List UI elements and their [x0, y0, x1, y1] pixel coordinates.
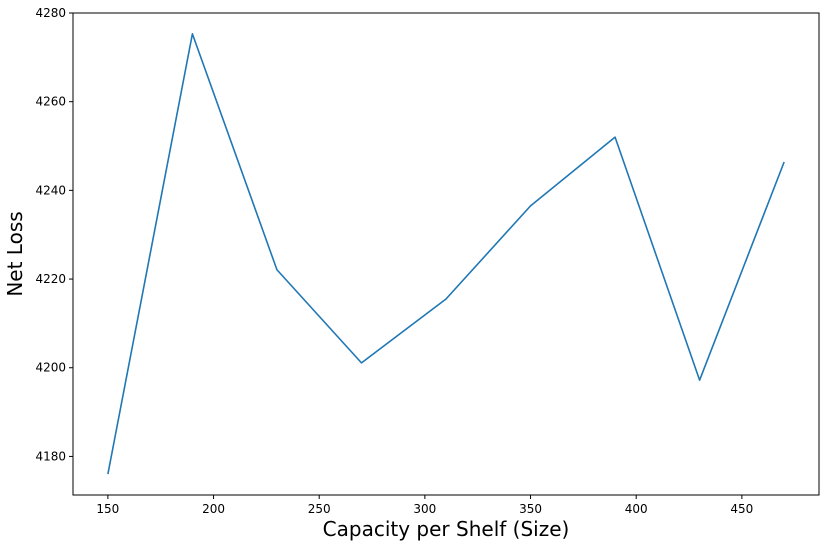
y-tick-label: 4220: [35, 272, 66, 286]
plot-area: [72, 12, 820, 496]
x-axis-label: Capacity per Shelf (Size): [323, 517, 570, 541]
x-tick-label: 200: [202, 502, 225, 516]
x-tick-label: 150: [96, 502, 119, 516]
series-layer: [107, 33, 785, 475]
x-tick-label: 250: [308, 502, 331, 516]
y-tick-label: 4180: [35, 449, 66, 463]
x-tick-label: 300: [413, 502, 436, 516]
x-tick-label: 350: [519, 502, 542, 516]
y-axis-label: Net Loss: [3, 211, 27, 296]
x-tick-label: 450: [730, 502, 753, 516]
x-tick-label: 400: [625, 502, 648, 516]
x-axis-ticks: 150 200 250 300 350 400 450: [96, 495, 753, 516]
y-tick-label: 4240: [35, 183, 66, 197]
series-line-0: [107, 33, 785, 475]
y-tick-label: 4200: [35, 361, 66, 375]
plot-frame: [72, 12, 820, 496]
y-tick-label: 4280: [35, 6, 66, 20]
y-tick-label: 4260: [35, 95, 66, 109]
y-axis-ticks: 4180 4200 4220 4240 4260 4280: [35, 6, 73, 463]
